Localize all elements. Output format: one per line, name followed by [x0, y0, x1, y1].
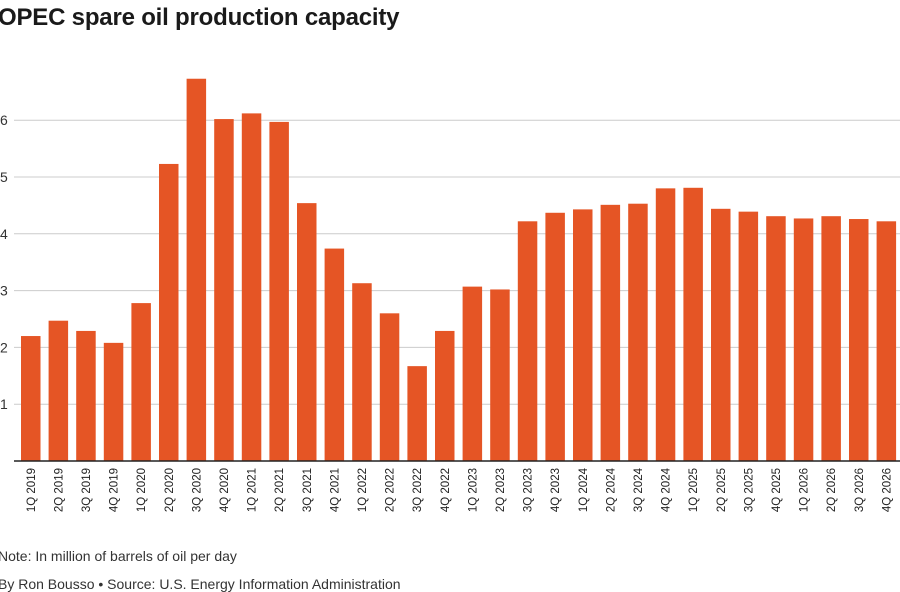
x-tick-label: 1Q 2025: [688, 468, 700, 512]
bar: [269, 121, 289, 462]
x-tick-label: 1Q 2020: [136, 468, 148, 512]
bars: [21, 78, 897, 462]
x-tick-label: 4Q 2023: [550, 468, 562, 512]
x-tick-label: 4Q 2021: [329, 468, 341, 512]
x-tick-label: 4Q 2024: [661, 467, 673, 512]
x-tick-label: 3Q 2022: [412, 468, 424, 512]
bar: [324, 248, 345, 461]
x-tick-label: 1Q 2026: [799, 468, 811, 512]
x-tick-label: 4Q 2019: [109, 468, 121, 512]
x-tick-label: 2Q 2022: [385, 468, 397, 512]
bar: [214, 119, 234, 461]
bar: [379, 313, 400, 461]
bar: [573, 209, 593, 461]
x-tick-label: 2Q 2025: [716, 468, 728, 512]
x-tick-label: 1Q 2022: [357, 468, 369, 512]
x-tick-label: 2Q 2023: [495, 468, 507, 512]
bar: [186, 78, 207, 462]
bar: [76, 330, 96, 461]
bar: [241, 113, 262, 461]
y-tick-label: 3: [0, 283, 8, 299]
bar: [407, 366, 427, 461]
bar: [600, 204, 621, 461]
y-tick-label: 5: [0, 169, 8, 185]
bar: [517, 221, 538, 461]
bar: [435, 330, 455, 461]
chart-title: OPEC spare oil production capacity: [0, 4, 400, 31]
bar: [48, 320, 69, 461]
bar: [711, 208, 731, 461]
bar: [490, 289, 510, 461]
x-tick-label: 2Q 2024: [605, 467, 617, 512]
y-tick-label: 6: [0, 112, 8, 128]
x-tick-label: 2Q 2021: [274, 468, 286, 512]
bar: [462, 286, 483, 461]
x-tick-label: 3Q 2021: [302, 468, 314, 512]
chart-credit: By Ron Bousso • Source: U.S. Energy Info…: [0, 576, 401, 592]
x-tick-label: 2Q 2019: [53, 468, 65, 512]
x-tick-label: 1Q 2019: [26, 468, 38, 512]
x-tick-label: 4Q 2026: [881, 468, 893, 512]
x-axis-ticks: 1Q 2019 2Q 2019 3Q 2019 4Q 2019 1Q 2020 2Q 20…: [26, 467, 894, 512]
x-tick-label: 4Q 2022: [440, 468, 452, 512]
x-tick-label: 2Q 2020: [164, 468, 176, 512]
y-axis-ticks: 1 2 3 4 5 6: [0, 112, 8, 412]
bar: [628, 203, 648, 461]
x-tick-label: 1Q 2023: [467, 468, 479, 512]
bar: [655, 188, 676, 462]
bar: [103, 342, 124, 461]
x-tick-label: 1Q 2024: [578, 467, 590, 512]
bar: [159, 163, 179, 461]
y-tick-label: 1: [0, 396, 8, 412]
x-tick-label: 3Q 2024: [633, 467, 645, 512]
x-tick-label: 2Q 2026: [826, 468, 838, 512]
bar: [738, 211, 759, 461]
bar: [352, 283, 372, 461]
y-tick-label: 4: [0, 226, 8, 242]
bar: [821, 216, 841, 461]
chart-note: Note: In million of barrels of oil per d…: [0, 548, 237, 564]
bar: [849, 219, 869, 461]
y-tick-label: 2: [0, 339, 8, 355]
x-tick-label: 3Q 2020: [191, 468, 203, 512]
bar: [545, 212, 565, 461]
bar: [766, 216, 786, 461]
x-tick-label: 4Q 2025: [771, 468, 783, 512]
bar: [793, 218, 814, 461]
x-tick-label: 4Q 2020: [219, 468, 231, 512]
bar: [131, 303, 151, 461]
x-tick-label: 3Q 2023: [523, 468, 535, 512]
x-tick-label: 3Q 2019: [81, 468, 93, 512]
bar: [876, 221, 897, 461]
bar: [21, 336, 41, 461]
x-tick-label: 3Q 2026: [854, 468, 866, 512]
bar: [297, 203, 317, 461]
bar: [683, 187, 703, 462]
x-tick-label: 3Q 2025: [743, 468, 755, 512]
x-tick-label: 1Q 2021: [247, 468, 259, 512]
